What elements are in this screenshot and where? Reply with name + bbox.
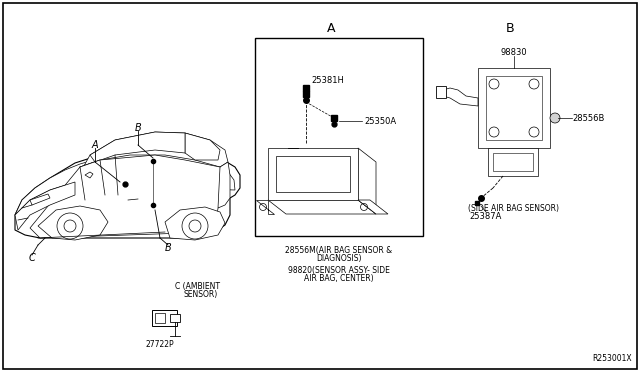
Bar	[493, 153, 533, 171]
Polygon shape	[268, 200, 376, 214]
Polygon shape	[15, 148, 240, 238]
Bar	[478, 68, 550, 148]
Polygon shape	[90, 132, 185, 162]
Bar	[268, 148, 358, 200]
Bar	[255, 38, 423, 236]
Circle shape	[550, 113, 560, 123]
Text: C (AMBIENT: C (AMBIENT	[175, 282, 220, 291]
Polygon shape	[38, 206, 108, 240]
Bar	[152, 310, 177, 326]
Circle shape	[189, 220, 201, 232]
Polygon shape	[85, 172, 93, 178]
Polygon shape	[15, 152, 235, 215]
Text: 25350A: 25350A	[364, 116, 396, 125]
Circle shape	[182, 213, 208, 239]
Text: B: B	[506, 22, 515, 35]
Circle shape	[64, 220, 76, 232]
Text: B: B	[164, 243, 172, 253]
Circle shape	[57, 213, 83, 239]
Polygon shape	[358, 148, 376, 214]
Text: AIR BAG, CENTER): AIR BAG, CENTER)	[304, 275, 374, 283]
Polygon shape	[75, 132, 228, 182]
Polygon shape	[256, 200, 274, 214]
Text: (SIDE AIR BAG SENSOR): (SIDE AIR BAG SENSOR)	[468, 203, 559, 212]
Bar	[155, 313, 165, 323]
Text: A: A	[92, 140, 99, 150]
Text: DIAGNOSIS): DIAGNOSIS)	[316, 254, 362, 263]
Text: R253001X: R253001X	[593, 354, 632, 363]
Text: A: A	[327, 22, 335, 35]
Polygon shape	[215, 162, 230, 208]
Polygon shape	[80, 160, 100, 178]
Polygon shape	[15, 182, 75, 230]
Polygon shape	[30, 194, 50, 205]
Text: B: B	[134, 123, 141, 133]
Text: 28556B: 28556B	[572, 113, 604, 122]
Text: 98830: 98830	[500, 48, 527, 57]
Bar	[488, 148, 538, 176]
Bar	[276, 156, 350, 192]
Text: 98820(SENSOR ASSY- SIDE: 98820(SENSOR ASSY- SIDE	[288, 266, 390, 275]
Bar	[436, 86, 446, 98]
Text: C: C	[29, 253, 35, 263]
Text: 25381H: 25381H	[311, 76, 344, 84]
Bar	[486, 76, 542, 140]
Polygon shape	[165, 207, 225, 240]
Text: 25387A: 25387A	[470, 212, 502, 221]
Text: 28556M(AIR BAG SENSOR &: 28556M(AIR BAG SENSOR &	[285, 246, 392, 254]
Text: 27722P: 27722P	[146, 340, 174, 349]
Text: SENSOR): SENSOR)	[183, 289, 217, 298]
Bar	[170, 314, 180, 322]
Polygon shape	[358, 200, 388, 214]
Polygon shape	[185, 133, 220, 160]
Polygon shape	[443, 88, 478, 106]
Polygon shape	[30, 155, 220, 238]
